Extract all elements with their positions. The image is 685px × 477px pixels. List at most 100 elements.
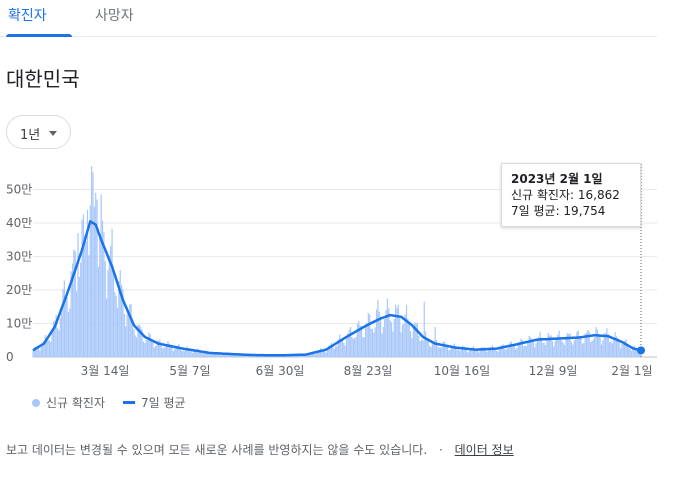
- daily-bar: [395, 304, 397, 357]
- daily-bar: [400, 332, 402, 357]
- daily-bar: [330, 342, 333, 357]
- daily-bar: [74, 251, 76, 357]
- legend-average-label: 7일 평균: [141, 396, 186, 410]
- daily-bar: [224, 352, 226, 357]
- tab-deaths[interactable]: 사망자: [95, 8, 134, 24]
- daily-bar: [311, 351, 314, 357]
- daily-bar: [314, 354, 316, 357]
- daily-bar: [356, 323, 359, 357]
- range-dropdown[interactable]: 1년: [6, 115, 71, 149]
- daily-bar: [221, 354, 224, 357]
- daily-bar: [93, 206, 95, 357]
- daily-bar: [204, 351, 206, 357]
- daily-bar: [65, 297, 67, 357]
- daily-bar: [483, 347, 485, 357]
- range-dropdown-value: 1년: [20, 128, 41, 143]
- daily-bar: [359, 325, 361, 357]
- y-tick-label: 10만: [6, 317, 32, 331]
- daily-bar: [636, 347, 638, 357]
- x-tick-label: 3월 14일: [81, 364, 130, 378]
- daily-bar: [478, 352, 480, 357]
- daily-bar: [333, 348, 335, 357]
- daily-bar: [170, 345, 172, 357]
- daily-bar: [56, 327, 59, 357]
- daily-bar: [47, 339, 49, 357]
- daily-bar: [499, 345, 502, 357]
- daily-bar: [122, 289, 124, 357]
- daily-bar: [146, 339, 149, 357]
- daily-bar: [121, 284, 123, 357]
- daily-bar: [426, 337, 428, 357]
- daily-bar: [412, 326, 414, 357]
- daily-bar: [520, 338, 522, 357]
- daily-bar: [523, 346, 525, 357]
- daily-bar: [433, 341, 435, 357]
- cases-chart[interactable]: 0 10만 20만 30만 40만 50만 3월 14일 5월 7일 6월 30일 8월 23일 1…: [0, 150, 685, 385]
- chart-tooltip: 2023년 2월 1일 신규 확진자: 16,862 7일 평균: 19,754: [501, 163, 641, 227]
- data-info-link[interactable]: 데이터 정보: [454, 443, 514, 457]
- daily-bar: [82, 214, 85, 357]
- daily-bar: [549, 335, 551, 357]
- daily-bar: [525, 346, 528, 357]
- daily-bar: [427, 339, 429, 357]
- daily-bar: [595, 327, 597, 357]
- daily-bar: [469, 349, 472, 357]
- daily-bar: [352, 339, 354, 357]
- daily-bar: [622, 342, 624, 357]
- daily-bar: [557, 334, 559, 357]
- daily-bar: [539, 332, 541, 357]
- daily-bar: [153, 347, 155, 357]
- daily-bar: [495, 350, 498, 357]
- daily-bar: [73, 249, 75, 357]
- daily-bar: [564, 345, 566, 357]
- daily-bar: [355, 337, 357, 357]
- daily-bar: [392, 331, 394, 357]
- active-tab-indicator: [6, 34, 72, 37]
- daily-bar: [37, 348, 40, 357]
- daily-bar: [295, 355, 297, 357]
- daily-bar: [572, 344, 574, 357]
- x-tick-label: 2월 1일: [611, 364, 652, 378]
- daily-bar: [577, 330, 579, 357]
- daily-bar: [86, 209, 89, 357]
- daily-bar: [618, 342, 620, 357]
- daily-bar: [408, 324, 410, 357]
- daily-bar: [213, 353, 215, 357]
- daily-bar: [163, 347, 165, 357]
- daily-bar: [423, 301, 425, 357]
- daily-bar: [103, 232, 105, 357]
- daily-bar: [585, 332, 588, 357]
- y-tick-label: 20만: [6, 283, 32, 297]
- daily-bar: [115, 295, 117, 357]
- daily-bar: [422, 340, 424, 357]
- daily-bar: [553, 346, 555, 357]
- daily-bar: [438, 347, 440, 357]
- daily-bar: [125, 326, 127, 357]
- daily-bar: [442, 341, 444, 357]
- tab-cases[interactable]: 확진자: [8, 8, 47, 24]
- daily-bar: [386, 298, 389, 357]
- daily-bar: [389, 320, 391, 357]
- daily-bar: [228, 354, 230, 357]
- daily-bar: [142, 341, 145, 357]
- daily-bar: [514, 349, 517, 357]
- daily-bar: [516, 348, 518, 357]
- daily-bar: [534, 347, 536, 357]
- daily-bar: [566, 333, 568, 357]
- daily-bar: [63, 280, 65, 357]
- daily-bar: [479, 349, 481, 357]
- daily-bar: [540, 337, 543, 357]
- daily-bar: [101, 220, 104, 357]
- daily-bar: [41, 344, 44, 357]
- daily-bar: [140, 326, 142, 357]
- daily-bar: [354, 337, 356, 357]
- daily-bar: [610, 341, 612, 357]
- daily-bar: [85, 241, 87, 357]
- daily-bar: [529, 337, 532, 357]
- daily-bar: [619, 348, 622, 357]
- daily-bar: [407, 318, 409, 357]
- daily-bar: [195, 349, 198, 357]
- daily-bar: [180, 350, 183, 357]
- daily-cases-bars: [32, 166, 642, 357]
- daily-bar: [33, 346, 35, 357]
